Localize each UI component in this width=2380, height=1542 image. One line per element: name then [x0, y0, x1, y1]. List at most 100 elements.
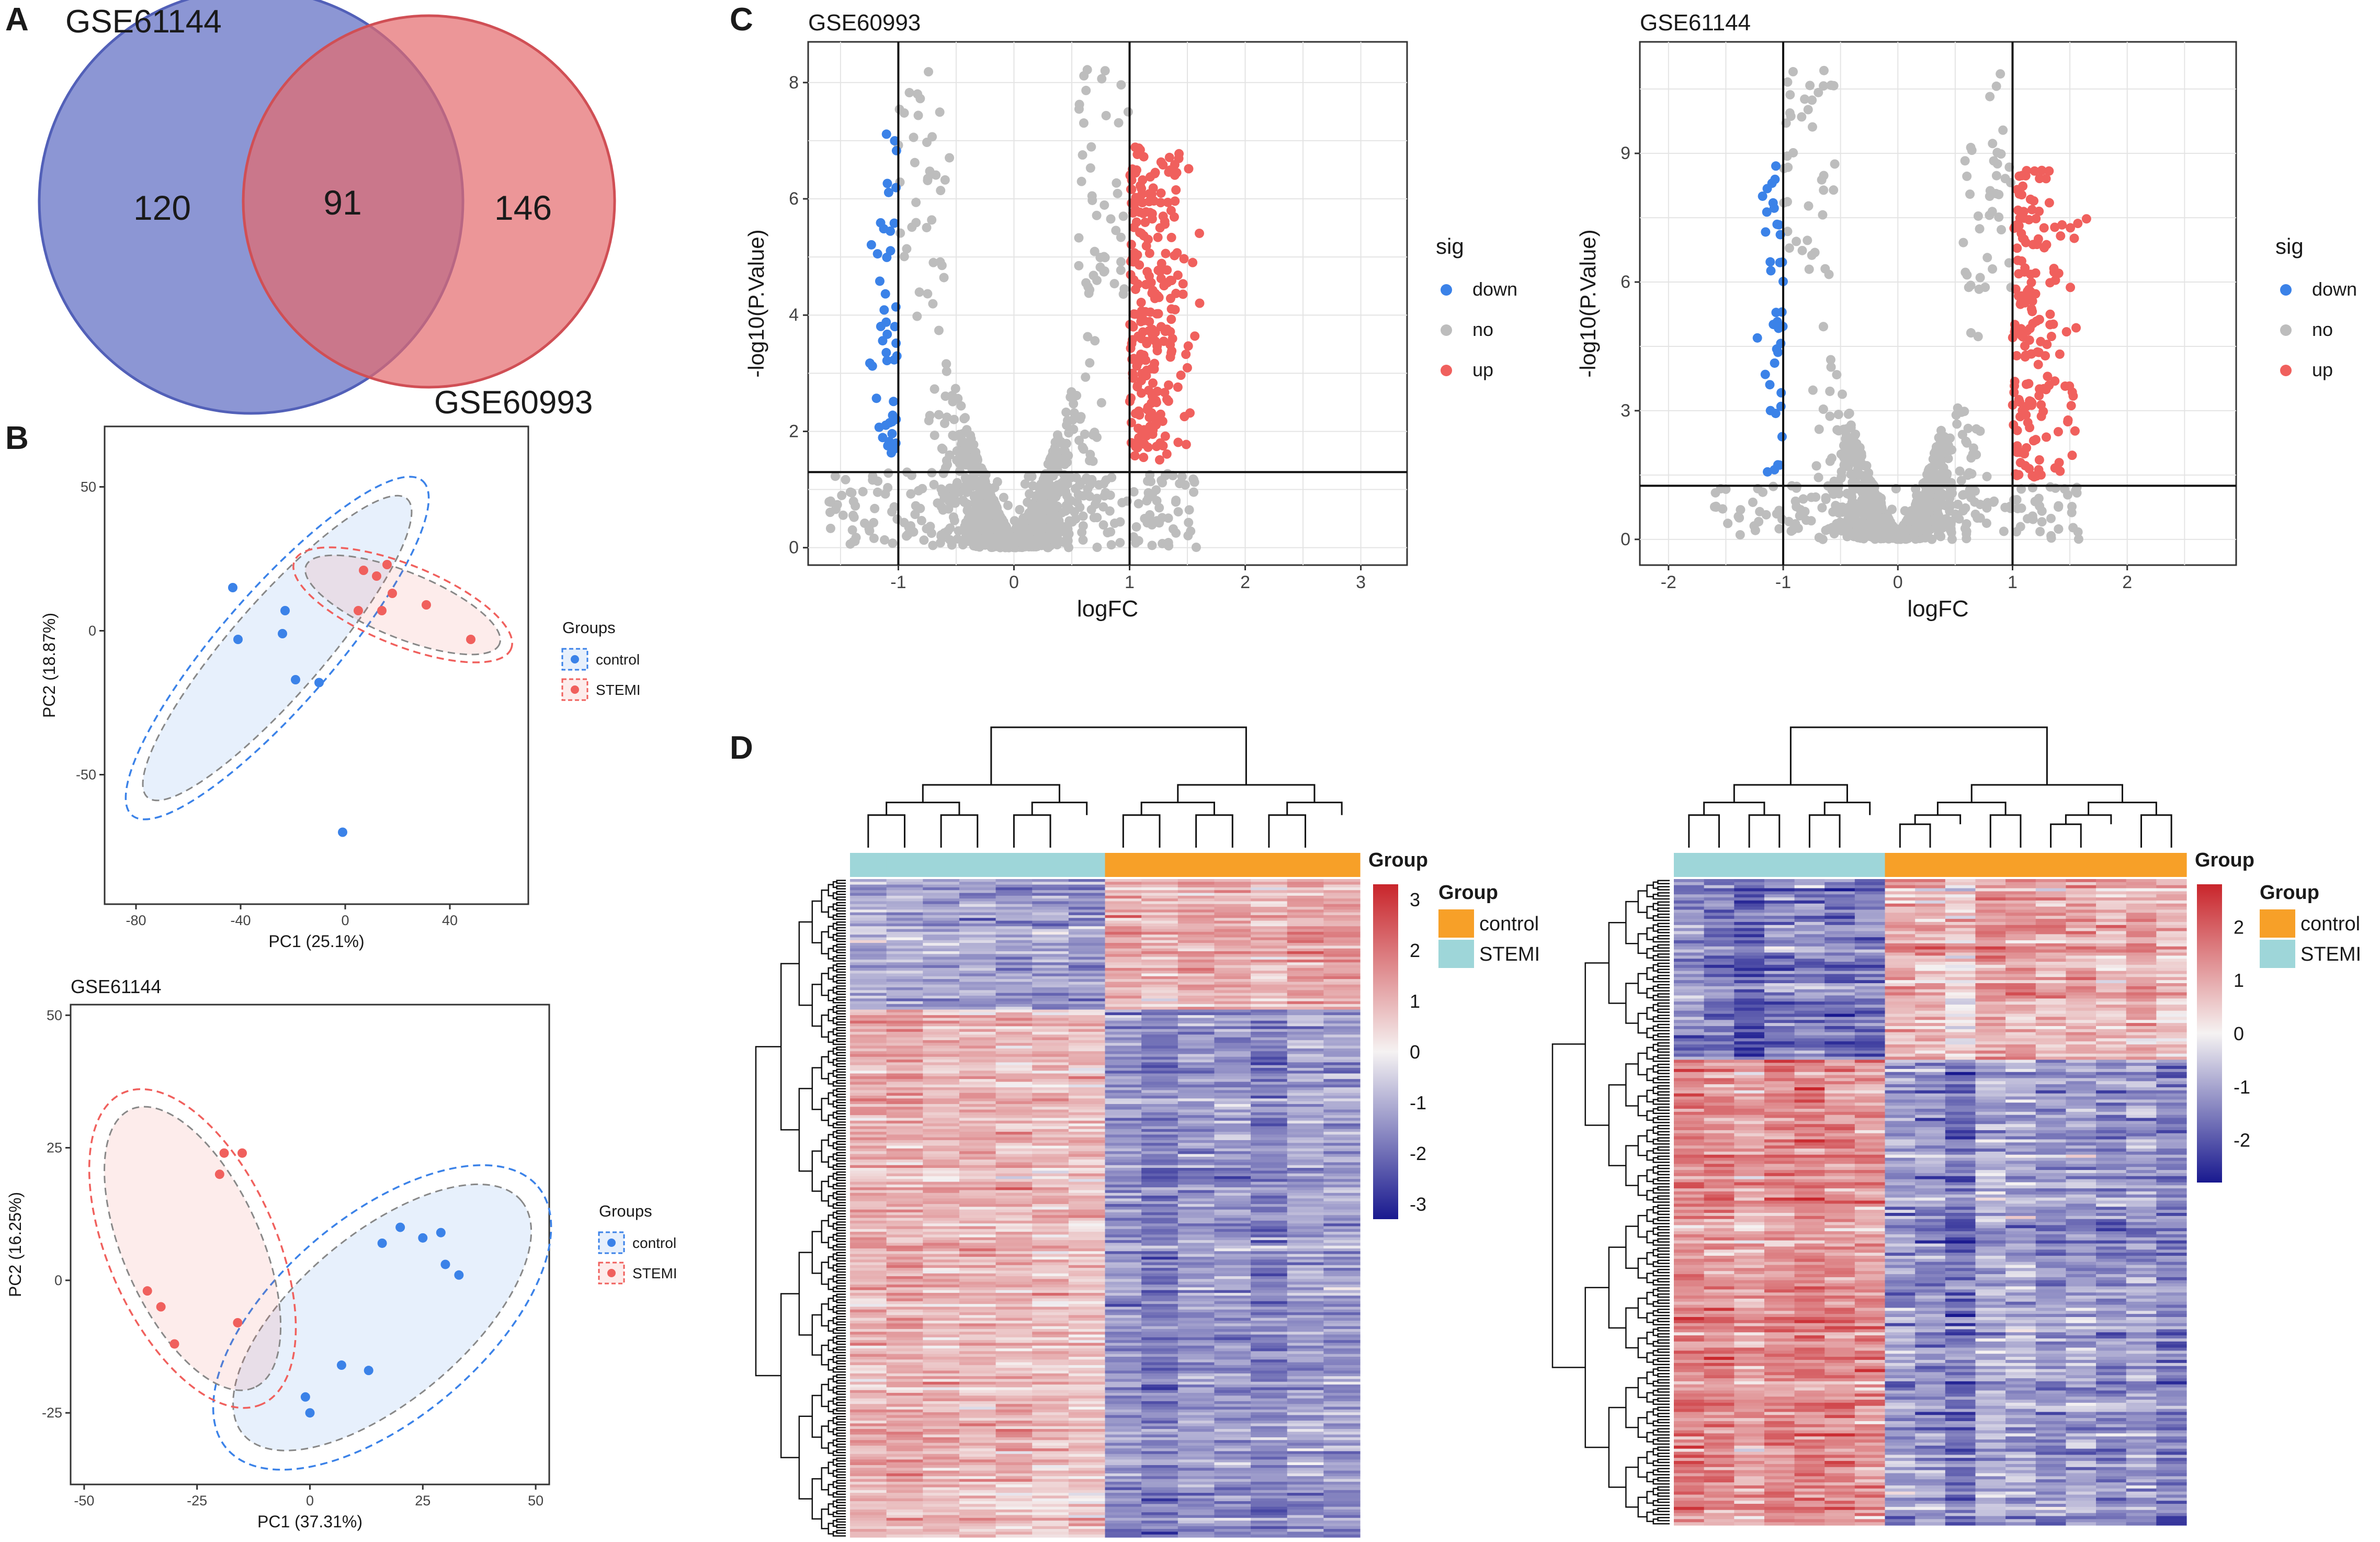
heatmap-cell	[995, 976, 1033, 980]
heatmap-cell	[1287, 1004, 1324, 1007]
heatmap-cell	[1323, 929, 1361, 932]
volcano-point-no	[1801, 515, 1811, 525]
heatmap-cell	[1141, 882, 1178, 885]
volcano-point-no	[919, 535, 929, 545]
heatmap-cell	[1214, 998, 1251, 1002]
volcano-point-up	[1176, 370, 1186, 380]
volcano-point-up	[2016, 256, 2026, 266]
heatmap-cell	[886, 1065, 923, 1068]
volcano-point-no	[1048, 519, 1058, 528]
heatmap-cell	[1287, 1034, 1324, 1038]
volcano-point-no	[1827, 523, 1837, 533]
volcano-point-no	[841, 475, 851, 485]
heatmap-cell	[923, 1101, 960, 1105]
volcano-point-down	[889, 397, 899, 407]
volcano-point-up	[1150, 336, 1160, 346]
volcano-point-down	[1770, 358, 1780, 368]
heatmap-cell	[1323, 1040, 1361, 1043]
heatmap-cell	[1105, 1054, 1142, 1057]
pca-point-STEMI	[388, 589, 397, 598]
heatmap-cell	[1177, 1082, 1215, 1085]
heatmap-cell	[1251, 940, 1288, 943]
heatmap-cell	[995, 971, 1033, 974]
volcano-point-no	[1074, 261, 1084, 271]
heatmap-cell	[995, 951, 1033, 954]
heatmap-cell	[850, 946, 887, 949]
volcano-point-up	[2081, 214, 2091, 224]
heatmap-cell	[1214, 923, 1251, 927]
volcano-point-up	[1143, 234, 1153, 244]
heatmap-cell	[1105, 973, 1142, 977]
heatmap-cell	[1323, 937, 1361, 941]
heatmap-cell	[1214, 1093, 1251, 1096]
heatmap-cell	[1214, 926, 1251, 930]
heatmap-cell	[1068, 1034, 1106, 1038]
heatmap-cell	[1105, 920, 1142, 924]
volcano-point-no	[1960, 156, 1970, 166]
volcano-point-no	[1060, 506, 1070, 516]
heatmap-cell	[923, 1067, 960, 1071]
heatmap-cell	[1105, 1012, 1142, 1016]
volcano-point-up	[1174, 149, 1184, 159]
heatmap-cell	[1068, 1007, 1106, 1010]
heatmap-cell	[959, 1093, 996, 1096]
heatmap-cell	[1177, 1093, 1215, 1096]
volcano-point-up	[1182, 363, 1192, 373]
heatmap-cell	[886, 1031, 923, 1035]
pca-legend-label-STEMI: STEMI	[632, 1265, 677, 1281]
volcano-point-no	[2005, 503, 2015, 513]
heatmap-cell	[923, 1018, 960, 1021]
heatmap-cell	[923, 1023, 960, 1027]
volcano-point-down	[866, 240, 876, 250]
pca-point-STEMI	[354, 606, 363, 615]
volcano-point-up	[1150, 358, 1160, 368]
heatmap-cell	[1287, 923, 1324, 927]
heatmap-cell	[1068, 951, 1106, 954]
heatmap-cell	[850, 1054, 887, 1057]
heatmap-cell	[1251, 912, 1288, 916]
heatmap-cell	[1287, 956, 1324, 960]
heatmap-cell	[1214, 956, 1251, 960]
volcano-point-no	[1083, 484, 1093, 494]
heatmap-cell	[1251, 1071, 1288, 1074]
heatmap-cell	[886, 907, 923, 910]
heatmap-cell	[850, 1096, 887, 1099]
heatmap-cell	[1068, 1009, 1106, 1013]
heatmap-cell	[1287, 937, 1324, 941]
volcano-point-no	[1806, 492, 1816, 502]
heatmap-cell	[995, 1023, 1033, 1027]
heatmap-cell	[1068, 1040, 1106, 1043]
volcano-point-up	[2031, 268, 2041, 278]
heatmap-cell	[1287, 1073, 1324, 1077]
volcano-point-no	[1857, 497, 1867, 507]
heatmap-cell	[850, 1007, 887, 1010]
heatmap-cell	[850, 887, 887, 891]
heatmap-cell	[1141, 898, 1178, 902]
volcano-point-no	[1807, 250, 1817, 260]
heatmap-cell	[1323, 1001, 1361, 1005]
heatmap-cell	[923, 1082, 960, 1085]
volcano-point-up	[2056, 231, 2066, 241]
volcano-point-no	[1941, 448, 1951, 458]
heatmap-cell	[995, 1096, 1033, 1099]
volcano-point-down	[882, 178, 892, 188]
volcano-point-no	[1081, 372, 1091, 382]
heatmap-cell	[1214, 1054, 1251, 1057]
heatmap-cell	[1287, 898, 1324, 902]
heatmap-cell	[1141, 1065, 1178, 1068]
heatmap-cell	[1251, 1009, 1288, 1013]
heatmap-cell	[850, 1020, 887, 1024]
heatmap-cell	[850, 1062, 887, 1066]
heatmap-cell	[1068, 967, 1106, 971]
heatmap-cell	[886, 1079, 923, 1083]
heatmap-cell	[1251, 1043, 1288, 1046]
heatmap-cell	[1287, 943, 1324, 946]
heatmap-cell	[1068, 1076, 1106, 1079]
heatmap-cell	[1032, 959, 1069, 963]
volcano-point-up	[2023, 418, 2033, 427]
heatmap-cell	[959, 898, 996, 902]
volcano-point-down	[867, 361, 877, 371]
volcano-point-no	[1761, 510, 1771, 520]
heatmap-cell	[959, 962, 996, 966]
heatmap-cell	[886, 912, 923, 916]
